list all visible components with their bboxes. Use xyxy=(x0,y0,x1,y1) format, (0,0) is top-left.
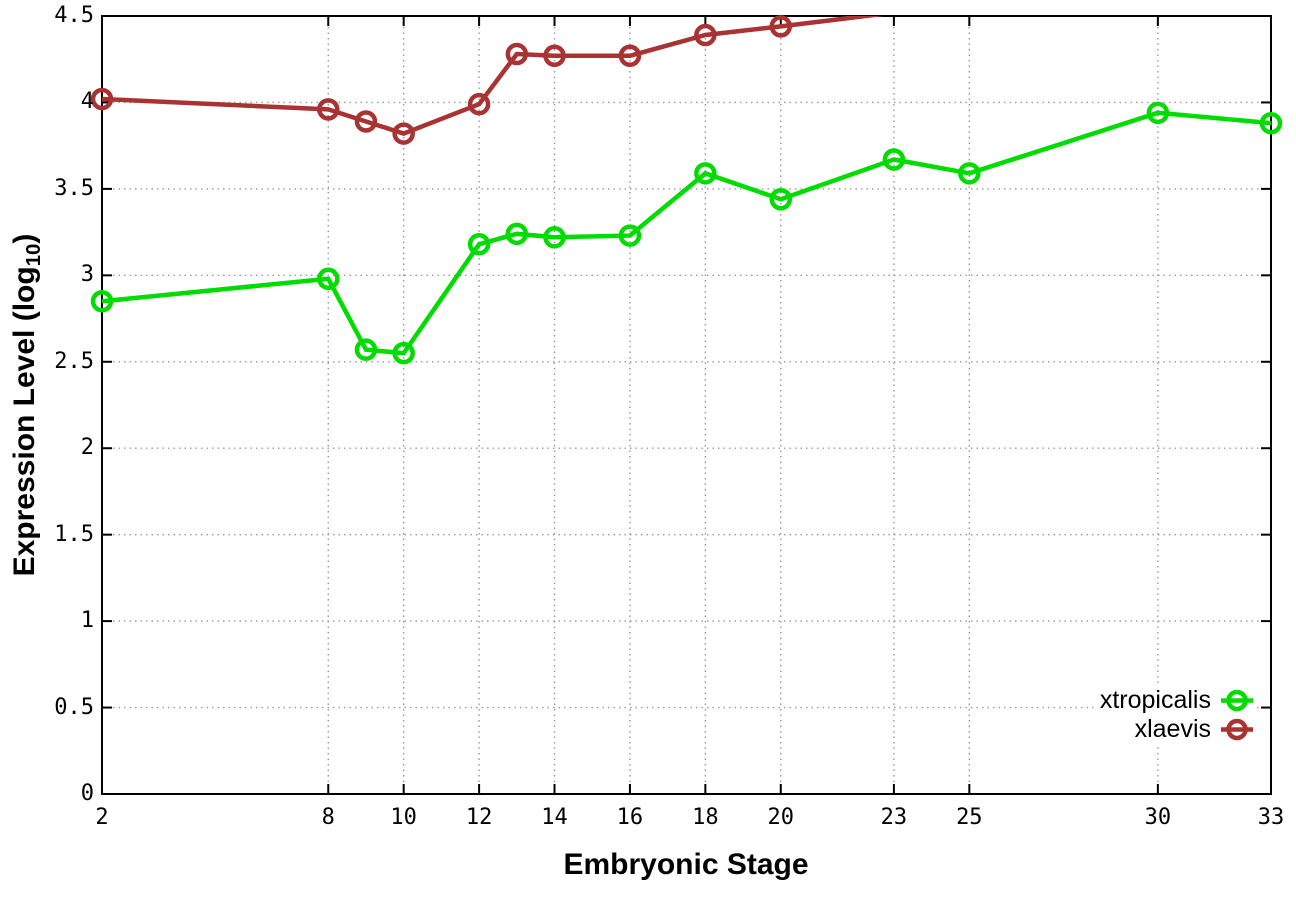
y-axis-label-close: ) xyxy=(8,233,42,244)
legend-label-xtropicalis: xtropicalis xyxy=(1099,686,1211,714)
data-point-xtropicalis xyxy=(392,341,415,365)
data-point-xlaevis xyxy=(317,98,340,121)
series-polyline xyxy=(102,16,885,136)
data-point-xtropicalis xyxy=(90,290,114,313)
data-point-xlaevis xyxy=(543,44,566,68)
y-axis-label-subscript: 10 xyxy=(22,243,45,267)
data-point-xtropicalis xyxy=(467,232,491,256)
y-tick-label: 4.5 xyxy=(54,3,94,28)
data-point-xlaevis xyxy=(467,92,491,116)
data-point-xlaevis xyxy=(354,110,378,133)
data-point-xlaevis xyxy=(505,42,529,66)
line-circle-marker-icon xyxy=(1221,718,1253,741)
data-point-xlaevis xyxy=(392,122,415,145)
y-tick-label: 4 xyxy=(80,89,94,115)
x-tick-label: 2 xyxy=(95,805,109,830)
x-tick-label: 8 xyxy=(321,805,335,830)
line-circle-marker-icon xyxy=(1221,689,1253,712)
y-tick-label: 3 xyxy=(80,262,94,288)
data-point-xlaevis xyxy=(90,87,114,111)
data-point-xlaevis xyxy=(694,23,717,47)
x-tick-label: 16 xyxy=(616,805,644,830)
data-point-xtropicalis xyxy=(543,226,566,249)
data-point-xtropicalis xyxy=(694,162,717,185)
data-point-xtropicalis xyxy=(769,188,793,211)
data-point-xtropicalis xyxy=(958,162,981,185)
y-tick-label: 1 xyxy=(80,608,94,634)
y-axis-label-text: Expression Level (log xyxy=(8,266,42,577)
x-tick-label: 18 xyxy=(692,805,719,830)
x-tick-label: 30 xyxy=(1144,805,1172,830)
x-tick-label: 25 xyxy=(956,805,983,830)
y-tick-label: 0 xyxy=(80,781,94,806)
legend-item-xlaevis: xlaevis xyxy=(1128,715,1254,744)
y-axis-label: Expression Level (log10) xyxy=(8,234,46,577)
data-point-xtropicalis xyxy=(1146,101,1170,125)
data-point-xlaevis xyxy=(769,15,793,38)
data-point-xtropicalis xyxy=(317,267,340,291)
y-tick-label: 2 xyxy=(80,435,94,461)
x-tick-label: 12 xyxy=(465,805,493,830)
x-axis-label: Embryonic Stage xyxy=(563,848,809,881)
x-tick-label: 20 xyxy=(767,805,795,830)
plot-border xyxy=(101,15,1272,795)
y-tick-label: 3.5 xyxy=(54,175,94,201)
x-tick-label: 33 xyxy=(1257,805,1285,830)
series-line-xtropicalis xyxy=(102,110,1271,356)
legend-label-xlaevis: xlaevis xyxy=(1134,715,1211,743)
data-point-xtropicalis xyxy=(882,148,906,171)
x-tick-label: 10 xyxy=(390,805,417,830)
data-point-xtropicalis xyxy=(505,222,529,246)
x-tick-label: 23 xyxy=(880,805,908,830)
legend: xtropicalis xlaevis xyxy=(1093,686,1254,744)
y-tick-label: 2.5 xyxy=(54,348,94,374)
data-point-xtropicalis xyxy=(618,224,642,247)
series-polyline xyxy=(102,110,1271,356)
y-tick-label: 1.5 xyxy=(54,521,94,547)
x-tick-label: 14 xyxy=(541,805,568,830)
data-point-xtropicalis xyxy=(1259,111,1283,135)
legend-item-xtropicalis: xtropicalis xyxy=(1093,686,1254,715)
data-point-xlaevis xyxy=(618,44,642,68)
data-point-xtropicalis xyxy=(354,338,378,361)
series-line-xlaevis xyxy=(102,16,885,136)
y-tick-label: 0.5 xyxy=(54,694,94,720)
